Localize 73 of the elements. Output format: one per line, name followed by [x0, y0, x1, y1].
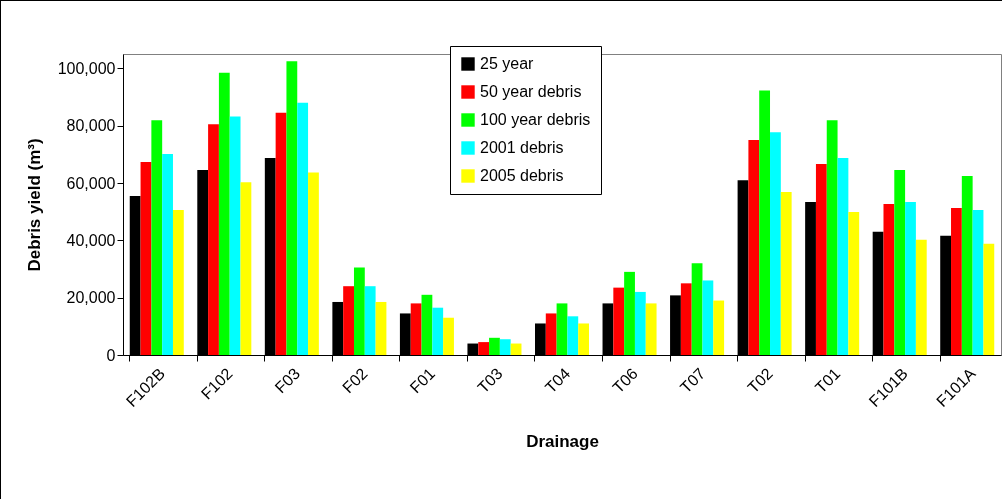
bar [883, 203, 895, 355]
bar [702, 280, 714, 355]
x-tick-label: T01 [811, 364, 844, 397]
bar [894, 170, 906, 355]
bar [972, 209, 984, 355]
bar [624, 271, 635, 355]
bar [275, 112, 287, 355]
bar [478, 342, 490, 355]
bar [140, 162, 152, 355]
x-tick-label: T06 [609, 364, 641, 397]
bar [905, 201, 916, 355]
bar [578, 323, 590, 355]
bar [151, 120, 163, 355]
bar [364, 286, 376, 355]
bar [499, 339, 511, 355]
bar [837, 158, 849, 355]
bar [634, 291, 646, 355]
legend-label: 25 year [480, 55, 535, 72]
bar [545, 313, 557, 355]
bar [645, 303, 657, 355]
bar [961, 176, 973, 355]
legend-label: 100 year debris [480, 111, 591, 128]
bar [680, 283, 692, 355]
bar [353, 267, 365, 355]
x-tick-label: T04 [541, 364, 574, 397]
bar [218, 72, 230, 355]
y-axis-title: Debris yield (m³) [24, 138, 44, 272]
x-tick-label: T03 [474, 364, 506, 397]
bar [691, 263, 703, 355]
bar [848, 211, 860, 355]
bar [983, 243, 995, 355]
bar [375, 301, 387, 355]
bar [162, 154, 173, 355]
y-tick-label: 0 [106, 346, 116, 364]
y-tick-label: 100,000 [57, 59, 116, 77]
bar [208, 124, 219, 355]
bar [489, 337, 500, 355]
bar [432, 307, 444, 355]
bar [815, 164, 827, 355]
bar [951, 207, 962, 355]
y-tick-label: 60,000 [66, 174, 116, 192]
bar [556, 303, 568, 355]
bar [343, 286, 354, 355]
bar [780, 191, 792, 355]
y-tick-label: 20,000 [66, 289, 116, 307]
bar [443, 317, 454, 355]
bar [826, 120, 838, 355]
x-tick-label: F02 [339, 364, 371, 397]
x-tick-label: T07 [676, 364, 709, 397]
bar [613, 287, 625, 355]
bar [229, 116, 241, 355]
x-tick-label: T02 [744, 364, 776, 397]
legend-label: 2005 debris [480, 167, 564, 184]
legend-label: 2001 debris [480, 139, 564, 156]
bar [915, 239, 927, 355]
bar [410, 303, 422, 355]
y-tick-label: 40,000 [66, 231, 116, 249]
x-tick-label: F01 [406, 364, 439, 397]
bar [713, 300, 725, 355]
bar [567, 316, 579, 355]
x-axis-title: Drainage [526, 432, 599, 452]
y-tick-label: 80,000 [66, 117, 116, 135]
bar [240, 182, 252, 355]
bar [759, 90, 771, 355]
x-tick-label: F03 [271, 364, 304, 397]
bar [748, 140, 760, 355]
bar [421, 294, 433, 355]
legend-label: 50 year debris [480, 83, 582, 100]
bar [308, 172, 319, 355]
bar [286, 61, 298, 355]
bar [172, 209, 184, 355]
bar [297, 102, 309, 355]
bar [770, 132, 781, 355]
